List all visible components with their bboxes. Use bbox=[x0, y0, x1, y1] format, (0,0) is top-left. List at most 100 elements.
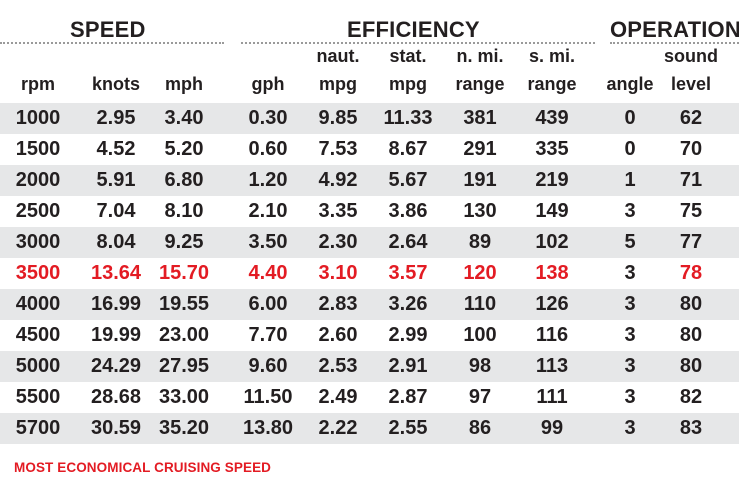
column-header-naut_mpg-1: naut. bbox=[316, 46, 360, 66]
table-cell-naut_mpg: 2.49 bbox=[318, 386, 358, 408]
table-cell-gph: 1.20 bbox=[248, 169, 288, 191]
table-cell-mph: 33.00 bbox=[158, 386, 210, 408]
column-header-knots-2: knots bbox=[91, 74, 140, 94]
table-cell-gph: 7.70 bbox=[248, 324, 288, 346]
table-cell-gph: 6.00 bbox=[248, 293, 288, 315]
table-row bbox=[0, 165, 739, 196]
table-cell-naut_mpg: 3.10 bbox=[318, 262, 358, 284]
column-header-gph-2: gph bbox=[251, 74, 285, 94]
table-cell-sound_level: 75 bbox=[679, 200, 703, 222]
table-cell-gph: 0.30 bbox=[248, 107, 288, 129]
table-cell-angle: 5 bbox=[624, 231, 636, 253]
group-title-operation: OPERATION bbox=[610, 17, 739, 42]
table-cell-s_mi_range: 113 bbox=[535, 355, 569, 377]
table-cell-n_mi_range: 97 bbox=[468, 386, 492, 408]
table-cell-mph: 8.10 bbox=[164, 200, 204, 222]
table-cell-stat_mpg: 2.87 bbox=[388, 386, 428, 408]
table-cell-mph: 5.20 bbox=[164, 138, 204, 160]
table-cell-gph: 3.50 bbox=[248, 231, 288, 253]
table-cell-stat_mpg: 11.33 bbox=[383, 107, 433, 129]
table-row bbox=[0, 227, 739, 258]
table-cell-n_mi_range: 89 bbox=[468, 231, 492, 253]
table-cell-stat_mpg: 3.26 bbox=[388, 293, 428, 315]
table-cell-sound_level: 80 bbox=[679, 324, 703, 346]
table-cell-s_mi_range: 149 bbox=[535, 200, 569, 222]
table-row bbox=[0, 351, 739, 382]
table-cell-mph: 19.55 bbox=[158, 293, 210, 315]
column-header-stat_mpg-2: mpg bbox=[389, 74, 427, 94]
table-cell-knots: 30.59 bbox=[90, 417, 142, 439]
table-cell-angle: 3 bbox=[624, 262, 636, 284]
column-header-angle-2: angle bbox=[606, 74, 654, 94]
table-cell-mph: 23.00 bbox=[158, 324, 210, 346]
column-header-stat_mpg-1: stat. bbox=[389, 46, 427, 66]
table-cell-mph: 6.80 bbox=[164, 169, 204, 191]
table-cell-s_mi_range: 126 bbox=[535, 293, 569, 315]
table-cell-n_mi_range: 381 bbox=[463, 107, 497, 129]
table-cell-sound_level: 77 bbox=[679, 231, 703, 253]
table-cell-rpm: 4000 bbox=[15, 293, 61, 315]
table-cell-sound_level: 83 bbox=[679, 417, 703, 439]
column-header-naut_mpg-2: mpg bbox=[319, 74, 357, 94]
table-cell-sound_level: 70 bbox=[679, 138, 703, 160]
table-cell-stat_mpg: 2.99 bbox=[388, 324, 428, 346]
column-header-n_mi_range-1: n. mi. bbox=[456, 46, 504, 66]
table-cell-mph: 35.20 bbox=[158, 417, 210, 439]
group-rule-speed bbox=[0, 42, 224, 44]
table-cell-s_mi_range: 116 bbox=[535, 324, 569, 346]
table-cell-rpm: 5700 bbox=[15, 417, 61, 439]
table-cell-rpm: 3500 bbox=[15, 262, 61, 284]
column-header-rpm-1 bbox=[2, 45, 74, 67]
table-cell-n_mi_range: 110 bbox=[463, 293, 497, 315]
table-cell-naut_mpg: 9.85 bbox=[318, 107, 358, 129]
table-cell-n_mi_range: 191 bbox=[463, 169, 497, 191]
table-row bbox=[0, 289, 739, 320]
table-cell-gph: 0.60 bbox=[248, 138, 288, 160]
table-cell-stat_mpg: 5.67 bbox=[388, 169, 428, 191]
table-cell-angle: 3 bbox=[624, 386, 636, 408]
column-header-s_mi_range-1: s. mi. bbox=[528, 46, 576, 66]
table-cell-knots: 28.68 bbox=[90, 386, 142, 408]
table-cell-knots: 19.99 bbox=[90, 324, 142, 346]
table-cell-rpm: 1500 bbox=[15, 138, 61, 160]
table-row bbox=[0, 103, 739, 134]
table-cell-stat_mpg: 8.67 bbox=[388, 138, 428, 160]
table-cell-naut_mpg: 2.22 bbox=[318, 417, 358, 439]
table-cell-stat_mpg: 2.55 bbox=[388, 417, 428, 439]
table-cell-n_mi_range: 98 bbox=[468, 355, 492, 377]
table-cell-sound_level: 80 bbox=[679, 355, 703, 377]
table-cell-stat_mpg: 2.64 bbox=[388, 231, 428, 253]
table-cell-angle: 0 bbox=[624, 138, 636, 160]
table-cell-n_mi_range: 100 bbox=[463, 324, 497, 346]
table-cell-sound_level: 62 bbox=[679, 107, 703, 129]
group-title-speed: SPEED bbox=[70, 17, 146, 42]
table-cell-stat_mpg: 3.57 bbox=[388, 262, 428, 284]
table-cell-naut_mpg: 7.53 bbox=[318, 138, 358, 160]
table-cell-knots: 5.91 bbox=[96, 169, 136, 191]
column-header-mph-1 bbox=[148, 45, 220, 67]
table-cell-angle: 3 bbox=[624, 324, 636, 346]
table-cell-s_mi_range: 102 bbox=[535, 231, 569, 253]
table-cell-sound_level: 71 bbox=[679, 169, 703, 191]
table-cell-angle: 3 bbox=[624, 293, 636, 315]
table-cell-knots: 2.95 bbox=[96, 107, 136, 129]
table-cell-naut_mpg: 2.30 bbox=[318, 231, 358, 253]
table-cell-s_mi_range: 335 bbox=[535, 138, 569, 160]
column-header-gph-1 bbox=[232, 45, 304, 67]
table-cell-angle: 3 bbox=[624, 417, 636, 439]
table-cell-rpm: 2000 bbox=[15, 169, 61, 191]
group-title-efficiency: EFFICIENCY bbox=[347, 17, 480, 42]
table-cell-mph: 3.40 bbox=[164, 107, 204, 129]
table-cell-gph: 11.50 bbox=[243, 386, 293, 408]
table-cell-mph: 9.25 bbox=[164, 231, 204, 253]
table-cell-rpm: 2500 bbox=[15, 200, 61, 222]
table-cell-naut_mpg: 4.92 bbox=[318, 169, 358, 191]
table-cell-stat_mpg: 3.86 bbox=[388, 200, 428, 222]
table-cell-rpm: 1000 bbox=[15, 107, 61, 129]
table-cell-s_mi_range: 219 bbox=[535, 169, 569, 191]
column-header-rpm-2: rpm bbox=[20, 74, 55, 94]
table-cell-naut_mpg: 2.83 bbox=[318, 293, 358, 315]
table-cell-rpm: 5000 bbox=[15, 355, 61, 377]
table-cell-gph: 13.80 bbox=[242, 417, 294, 439]
